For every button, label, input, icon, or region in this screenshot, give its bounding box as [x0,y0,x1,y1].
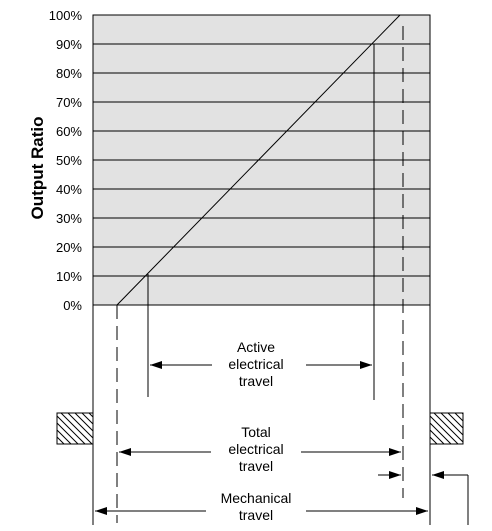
active-travel-label-1: Active [237,339,275,355]
y-tick-label: 0% [63,298,82,313]
mechanical-travel-label-2: travel [239,507,273,523]
active-travel-label-2: electrical [228,356,283,372]
y-tick-label: 90% [56,37,82,52]
y-tick-label: 80% [56,66,82,81]
y-tick-label: 60% [56,124,82,139]
active-travel-label-3: travel [239,373,273,389]
total-travel-label-2: electrical [228,441,283,457]
y-tick-label: 70% [56,95,82,110]
mechanical-travel-label-1: Mechanical [221,490,292,506]
y-tick-label: 30% [56,211,82,226]
y-tick-label: 100% [49,8,83,23]
y-tick-label: 50% [56,153,82,168]
y-axis-label: Output Ratio [28,117,47,220]
total-travel-label-3: travel [239,458,273,474]
y-tick-label: 20% [56,240,82,255]
total-travel-label-1: Total [241,424,271,440]
y-tick-label: 10% [56,269,82,284]
y-tick-label: 40% [56,182,82,197]
y-tick-labels: 0% 10% 20% 30% 40% 50% 60% 70% 80% 90% 100% [49,8,83,313]
hatch-line [462,413,463,414]
